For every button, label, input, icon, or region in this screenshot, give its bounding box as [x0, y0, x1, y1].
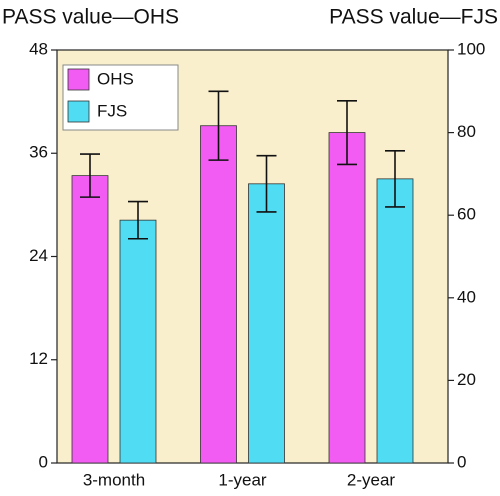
error-bar [256, 154, 277, 213]
error-bar [208, 90, 229, 161]
bar [376, 178, 414, 464]
bar [71, 175, 109, 464]
y2-tick-label: 100 [457, 39, 485, 58]
x-tick-label: 2-year [347, 470, 396, 489]
x-tick-label: 1-year [218, 470, 267, 489]
y2-tick-label: 20 [457, 370, 476, 389]
y2-tick-label: 80 [457, 122, 476, 141]
y-tick-label: 48 [29, 39, 48, 58]
bar [248, 183, 285, 464]
bar [119, 219, 157, 464]
y-tick-label: 36 [29, 143, 48, 162]
y-axis-title: PASS value—OHS [2, 6, 179, 29]
bar [200, 125, 237, 464]
y2-axis-title: PASS value—FJS [329, 6, 498, 29]
error-bar [337, 99, 357, 166]
error-bar [80, 153, 100, 198]
y2-tick-label: 60 [457, 205, 476, 224]
bar [328, 132, 366, 464]
error-bar [128, 200, 148, 240]
y2-tick-label: 0 [457, 452, 466, 471]
legend-label: FJS [97, 101, 127, 120]
y-tick-label: 24 [29, 246, 48, 265]
y-tick-label: 0 [39, 452, 48, 471]
error-bar [385, 149, 405, 208]
y-tick-label: 12 [29, 349, 48, 368]
legend-swatch [67, 100, 90, 123]
x-tick-label: 3-month [83, 470, 145, 489]
legend-label: OHS [97, 69, 134, 88]
legend-swatch [67, 68, 90, 91]
y2-tick-label: 40 [457, 287, 476, 306]
